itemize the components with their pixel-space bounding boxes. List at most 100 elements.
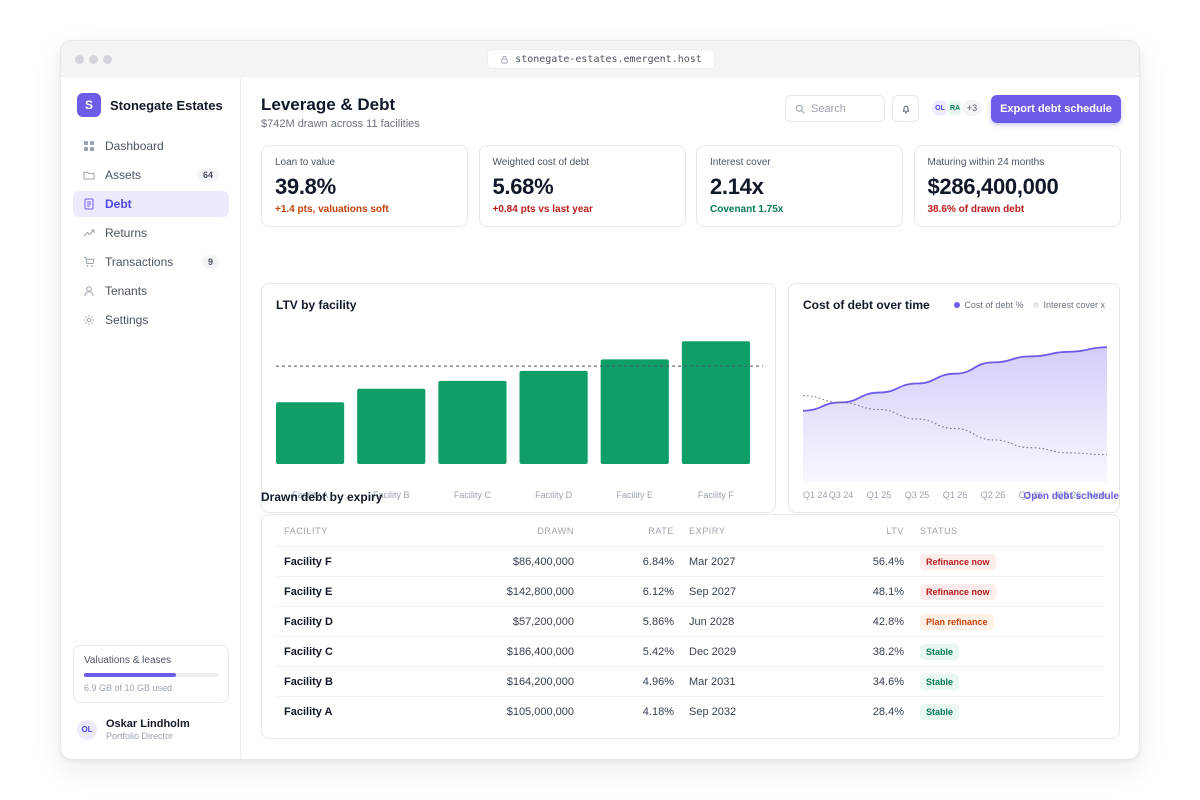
column-header-ltv[interactable]: LTV <box>886 525 904 536</box>
window-dot-minimize[interactable] <box>89 55 98 64</box>
chart-legend: Cost of debt % Interest cover x <box>954 300 1105 310</box>
kpi-card-interest-cover: Interest cover 2.14x Covenant 1.75x <box>696 145 903 227</box>
collaborator-avatars[interactable]: OL RA +3 <box>931 99 983 117</box>
cell-rate: 6.84% <box>642 555 674 568</box>
cost-of-debt-area-chart: Q1 24 Q3 24 Q1 25 Q3 25 Q1 26 Q2 26 Q3 26 Q4 26… <box>802 346 1108 500</box>
url-text: stonegate-estates.emergent.host <box>515 53 702 65</box>
column-header-rate[interactable]: RATE <box>648 525 674 536</box>
legend-label: Interest cover x <box>1043 300 1105 310</box>
kpi-note: +0.84 pts vs last year <box>492 204 593 215</box>
table-row[interactable]: Facility C $186,400,000 5.42% Dec 2029 38.2%… <box>276 637 1105 667</box>
x-tick-label: Q2 26 <box>981 490 1006 500</box>
cell-ltv: 42.8% <box>872 615 904 628</box>
column-header-drawn[interactable]: DRAWN <box>537 525 574 536</box>
cell-expiry: Sep 2032 <box>689 706 737 718</box>
x-tick-label: Now <box>1089 490 1108 500</box>
cell-facility: Facility E <box>284 585 333 598</box>
page-title: Leverage & Debt <box>261 95 396 114</box>
cell-ltv: 38.2% <box>872 645 904 658</box>
cell-rate: 5.86% <box>642 615 674 628</box>
kpi-card-weighted-cost-of-debt: Weighted cost of debt 5.68% +0.84 pts vs l… <box>478 145 686 227</box>
search-input[interactable]: Search <box>785 95 885 122</box>
legend-item: Cost of debt % <box>954 300 1023 310</box>
cell-status: Stable <box>920 637 1100 666</box>
bar[interactable] <box>600 359 669 464</box>
cell-status: Refinance now <box>920 547 1100 576</box>
table-header-row: FACILITY DRAWN RATE EXPIRY LTV STATUS <box>276 515 1105 547</box>
sidebar-item-label: Debt <box>105 197 132 211</box>
user-profile[interactable]: OL Oskar Lindholm Portfolio Director <box>77 718 190 741</box>
status-badge: Plan refinance <box>920 613 994 630</box>
brand[interactable]: S Stonegate Estates <box>77 93 223 117</box>
ltv-chart-card: LTV by facility Facility A Facility B Faci… <box>261 283 776 513</box>
export-debt-schedule-button[interactable]: Export debt schedule <box>991 95 1121 123</box>
column-header-facility[interactable]: FACILITY <box>284 525 328 536</box>
table-row[interactable]: Facility B $164,200,000 4.96% Mar 2031 34.6%… <box>276 667 1105 697</box>
cost-of-debt-line <box>802 346 1108 412</box>
sidebar-item-label: Transactions <box>105 255 174 269</box>
x-tick-label: Q3 24 <box>829 490 854 500</box>
kpi-value: 2.14x <box>710 174 764 199</box>
status-badge: Stable <box>920 673 960 690</box>
kpi-value: 39.8% <box>275 174 336 199</box>
table-row[interactable]: Facility A $105,000,000 4.18% Sep 2032 28.4%… <box>276 697 1105 727</box>
url-bar[interactable]: stonegate-estates.emergent.host <box>487 49 715 69</box>
status-badge: Refinance now <box>920 553 996 570</box>
gear-icon <box>84 315 94 325</box>
brand-logo: S <box>77 93 101 117</box>
notifications-button[interactable] <box>892 95 919 122</box>
open-debt-schedule-link[interactable]: Open debt schedule <box>1023 491 1119 502</box>
x-tick-label: Q1 26 <box>943 490 968 500</box>
bar[interactable] <box>276 402 345 464</box>
cell-ltv: 56.4% <box>872 555 904 568</box>
kpi-label: Maturing within 24 months <box>927 157 1045 168</box>
window-dot-close[interactable] <box>75 55 84 64</box>
page-subtitle: $742M drawn across 11 facilities <box>261 118 420 130</box>
grid-icon <box>84 141 94 151</box>
sidebar-item-debt[interactable]: Debt <box>73 191 229 217</box>
bar[interactable] <box>681 341 751 464</box>
column-header-status[interactable]: STATUS <box>920 525 958 536</box>
bar[interactable] <box>519 370 588 464</box>
user-name: Oskar Lindholm <box>106 718 190 730</box>
cell-status: Stable <box>920 697 1100 727</box>
avatar: OL <box>77 719 97 740</box>
section-title: Drawn debt by expiry <box>261 490 383 504</box>
sidebar-item-count-badge: 64 <box>196 168 219 182</box>
table-row[interactable]: Facility D $57,200,000 5.86% Jun 2028 42.8% P… <box>276 607 1105 637</box>
sidebar-item-label: Returns <box>105 226 148 240</box>
cell-drawn: $164,200,000 <box>506 675 574 688</box>
x-tick-label: Facility C <box>454 490 492 500</box>
browser-titlebar: stonegate-estates.emergent.host <box>61 41 1139 77</box>
sidebar-item-dashboard[interactable]: Dashboard <box>73 133 229 159</box>
cell-expiry: Mar 2027 <box>689 555 736 568</box>
cell-drawn: $57,200,000 <box>512 615 574 628</box>
bar[interactable] <box>438 380 507 464</box>
table-row[interactable]: Facility E $142,800,000 6.12% Sep 2027 48.1%… <box>276 577 1105 607</box>
debt-table-card: FACILITY DRAWN RATE EXPIRY LTV STATUS Facility… <box>261 514 1120 739</box>
cell-drawn: $86,400,000 <box>512 555 574 568</box>
user-icon <box>84 286 94 297</box>
legend-label: Cost of debt % <box>964 300 1024 310</box>
sidebar-item-settings[interactable]: Settings <box>73 307 229 333</box>
table-row[interactable]: Facility F $86,400,000 6.84% Mar 2027 56.4% R… <box>276 547 1105 577</box>
cell-expiry: Sep 2027 <box>689 585 737 598</box>
chart-title: LTV by facility <box>276 298 357 312</box>
x-tick-label: Q3 25 <box>905 490 930 500</box>
sidebar-item-transactions[interactable]: Transactions 9 <box>73 249 229 275</box>
search-placeholder: Search <box>811 102 846 115</box>
cell-ltv: 48.1% <box>872 585 904 598</box>
column-header-expiry[interactable]: EXPIRY <box>689 525 726 536</box>
x-tick-label: Q4 26 <box>1057 490 1082 500</box>
window-dot-maximize[interactable] <box>103 55 112 64</box>
cell-status: Refinance now <box>920 577 1100 606</box>
kpi-note: Covenant 1.75x <box>710 204 784 215</box>
kpi-value: $286,400,000 <box>927 174 1059 199</box>
sidebar-item-assets[interactable]: Assets 64 <box>73 162 229 188</box>
trend-icon <box>83 229 95 237</box>
cost-of-debt-chart-card: Cost of debt over time Cost of debt % In… <box>788 283 1120 513</box>
cell-ltv: 34.6% <box>872 675 904 688</box>
bar[interactable] <box>357 388 426 464</box>
sidebar-item-returns[interactable]: Returns <box>73 220 229 246</box>
sidebar-item-tenants[interactable]: Tenants <box>73 278 229 304</box>
